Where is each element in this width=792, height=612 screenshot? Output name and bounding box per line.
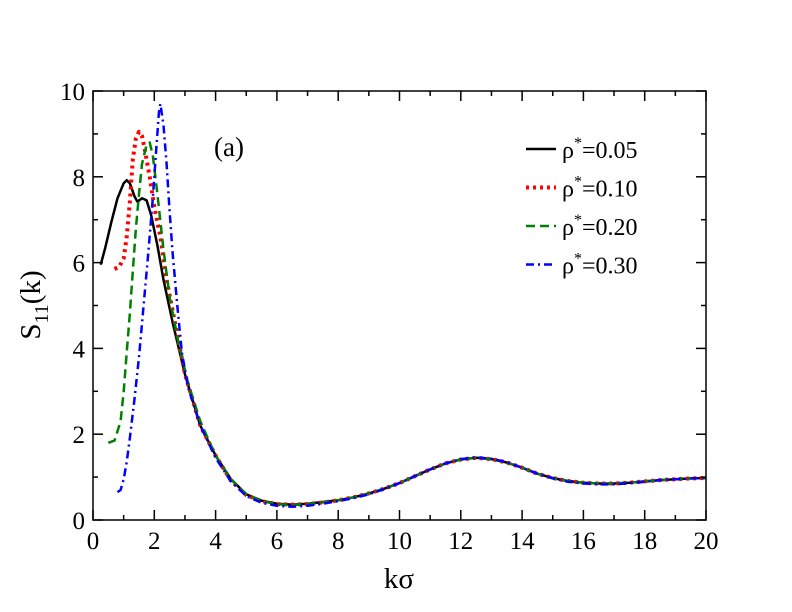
legend-superscript: * bbox=[574, 174, 582, 191]
legend-symbol: ρ bbox=[562, 215, 574, 241]
x-tick-label: 16 bbox=[571, 528, 596, 555]
y-axis-label-tail: (k) bbox=[15, 270, 47, 304]
legend-value: =0.20 bbox=[582, 215, 638, 241]
y-tick-label: 2 bbox=[73, 422, 86, 449]
x-tick-label: 2 bbox=[148, 528, 161, 555]
y-tick-label: 10 bbox=[60, 79, 85, 106]
y-axis-label-subscript: 11 bbox=[31, 304, 53, 323]
legend-superscript: * bbox=[574, 212, 582, 229]
legend-value: =0.10 bbox=[582, 177, 638, 203]
y-tick-label: 8 bbox=[73, 165, 86, 192]
legend-label-1: ρ*=0.05 bbox=[562, 135, 638, 164]
legend-label-4: ρ*=0.30 bbox=[562, 251, 638, 280]
x-tick-label: 20 bbox=[694, 528, 719, 555]
series-line-4 bbox=[116, 102, 706, 508]
y-axis-label-main: S bbox=[15, 323, 47, 339]
axis-ticks bbox=[92, 90, 707, 521]
x-tick-label: 4 bbox=[209, 528, 222, 555]
y-tick-label: 4 bbox=[73, 336, 86, 363]
legend-value: =0.30 bbox=[582, 254, 638, 280]
series-layer bbox=[99, 102, 706, 508]
y-tick-label: 0 bbox=[73, 508, 86, 535]
x-tick-label: 8 bbox=[332, 528, 345, 555]
legend: ρ*=0.05ρ*=0.10ρ*=0.20ρ*=0.30 bbox=[526, 135, 638, 280]
x-tick-label: 0 bbox=[87, 528, 100, 555]
legend-symbol: ρ bbox=[562, 138, 574, 164]
legend-superscript: * bbox=[574, 135, 582, 152]
x-tick-label: 12 bbox=[448, 528, 473, 555]
panel-annotation: (a) bbox=[214, 132, 244, 162]
series-line-3 bbox=[107, 141, 706, 507]
legend-symbol: ρ bbox=[562, 177, 574, 203]
y-axis-label: S11(k) bbox=[15, 270, 53, 339]
x-axis-label: kσ bbox=[384, 563, 415, 595]
legend-superscript: * bbox=[574, 251, 582, 268]
x-tick-label: 14 bbox=[510, 528, 536, 555]
legend-label-2: ρ*=0.10 bbox=[562, 174, 638, 203]
x-tick-label: 18 bbox=[632, 528, 657, 555]
x-tick-label: 6 bbox=[271, 528, 284, 555]
axis-tick-labels: 0 2 4 6 8 10 12 14 16 18 20 0 2 4 6 8 10 bbox=[60, 79, 719, 555]
x-tick-label: 10 bbox=[387, 528, 412, 555]
legend-value: =0.05 bbox=[582, 138, 638, 164]
legend-symbol: ρ bbox=[562, 254, 574, 280]
legend-label-3: ρ*=0.20 bbox=[562, 212, 638, 241]
y-tick-label: 6 bbox=[73, 251, 86, 278]
